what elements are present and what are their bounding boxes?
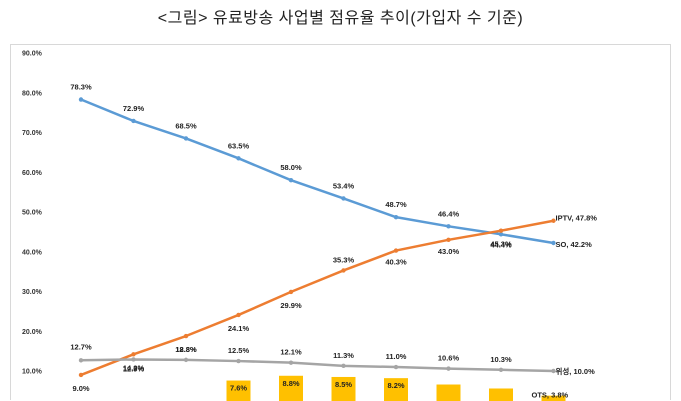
satellite-point [341, 363, 346, 369]
ots-bar-label: 8.5% [335, 380, 352, 389]
iptv-data-label: 43.0% [438, 247, 460, 256]
ots-bar [226, 380, 251, 401]
iptv-data-label: 24.1% [228, 324, 250, 333]
so-data-label: 72.9% [123, 104, 145, 113]
satellite-data-label: 11.3% [333, 351, 354, 360]
so-point [288, 178, 294, 183]
so-point [393, 214, 399, 220]
ots-bars [226, 375, 566, 401]
y-tick-label: 20.0% [22, 329, 43, 336]
iptv-data-label: 18.8% [175, 345, 197, 354]
satellite-data-label: 12.7% [70, 342, 92, 351]
ots-bar [279, 375, 303, 401]
so-data-label: 53.4% [333, 181, 355, 190]
iptv-point [551, 218, 556, 223]
iptv-data-label: 29.9% [280, 301, 302, 310]
data-labels: 7.6% 8.8% 8.5% 8.2% 78.3% 72.9% 68.5% 63.5% 58.0… [70, 83, 597, 400]
satellite-point [446, 366, 451, 371]
iptv-data-label: 35.3% [333, 255, 355, 264]
ots-bar-label: 8.8% [282, 379, 299, 388]
ots-end-label: OTS, 3.8% [532, 391, 569, 400]
ots-bar [384, 378, 408, 401]
so-data-label: 46.4% [438, 209, 460, 218]
so-point [551, 240, 556, 246]
so-end-label: SO, 42.2% [556, 240, 593, 249]
y-tick-label: 30.0% [22, 289, 43, 296]
ots-bar [541, 395, 566, 401]
so-data-label: 68.5% [175, 121, 197, 130]
so-data-label: 78.3% [70, 83, 92, 92]
satellite-point [131, 357, 136, 362]
so-data-label: 58.0% [280, 163, 302, 172]
satellite-point [78, 358, 84, 363]
so-point [498, 232, 504, 237]
y-tick-label: 70.0% [22, 130, 43, 137]
y-tick-label: 40.0% [22, 249, 43, 256]
satellite-point [288, 360, 294, 365]
y-tick-label: 90.0% [22, 51, 43, 58]
ots-bar [436, 384, 461, 401]
y-tick-label: 10.0% [22, 369, 43, 376]
satellite-data-label: 12.9% [123, 364, 145, 373]
iptv-point [446, 237, 451, 243]
satellite-data-label: 11.0% [386, 352, 407, 361]
y-tick-label: 50.0% [22, 210, 43, 217]
so-data-label: 48.7% [385, 200, 407, 209]
so-point [78, 97, 84, 102]
iptv-point [498, 228, 504, 233]
so-line [80, 98, 554, 245]
satellite-data-label: 12.8% [175, 345, 197, 354]
iptv-data-label: 40.3% [385, 258, 407, 267]
so-point [341, 196, 346, 201]
so-point [131, 118, 136, 124]
satellite-point [393, 364, 399, 370]
ots-bar [489, 388, 513, 401]
iptv-data-label: 14.2% [123, 363, 145, 372]
so-point [236, 156, 241, 161]
iptv-data-label: 45.3% [490, 240, 512, 249]
y-axis: 90.0% 80.0% 70.0% 60.0% 50.0% 40.0% 30.0% 20.0%… [22, 51, 43, 376]
satellite-data-label: 10.6% [438, 354, 460, 363]
line-chart: 90.0% 80.0% 70.0% 60.0% 50.0% 40.0% 30.0% 20.0%… [22, 51, 597, 401]
iptv-line [80, 219, 554, 377]
y-tick-label: 60.0% [22, 170, 43, 177]
chart-title: <그림> 유료방송 사업별 점유율 추이(가입자 수 기준) [157, 10, 524, 27]
ots-bar [331, 376, 356, 401]
iptv-point [183, 333, 189, 339]
y-tick-label: 80.0% [22, 90, 43, 97]
iptv-point [288, 289, 294, 295]
satellite-point [236, 358, 241, 364]
satellite-data-label: 12.1% [280, 348, 302, 357]
series-lines [78, 97, 556, 378]
so-point [183, 136, 189, 141]
ots-bar-label: 7.6% [230, 384, 247, 393]
chart-frame: 90.0% 80.0% 70.0% 60.0% 50.0% 40.0% 30.0% 20.0%… [10, 44, 671, 401]
satellite-end-label: 위성, 10.0% [556, 366, 596, 376]
satellite-line [80, 358, 554, 373]
iptv-data-label: 9.0% [72, 384, 89, 393]
satellite-data-label: 10.3% [490, 355, 512, 364]
iptv-end-label: IPTV, 47.8% [556, 214, 598, 223]
satellite-point [498, 367, 504, 373]
satellite-data-label: 12.5% [228, 346, 250, 355]
satellite-point [183, 357, 189, 363]
iptv-point [393, 248, 399, 253]
iptv-point [131, 352, 136, 357]
iptv-point [78, 372, 84, 378]
so-point [446, 224, 451, 229]
so-data-label: 44.4% [490, 240, 512, 249]
so-data-label: 63.5% [228, 141, 250, 150]
ots-bar-label: 8.2% [387, 381, 404, 390]
iptv-point [236, 312, 241, 318]
iptv-point [341, 268, 346, 273]
satellite-point [551, 368, 556, 374]
